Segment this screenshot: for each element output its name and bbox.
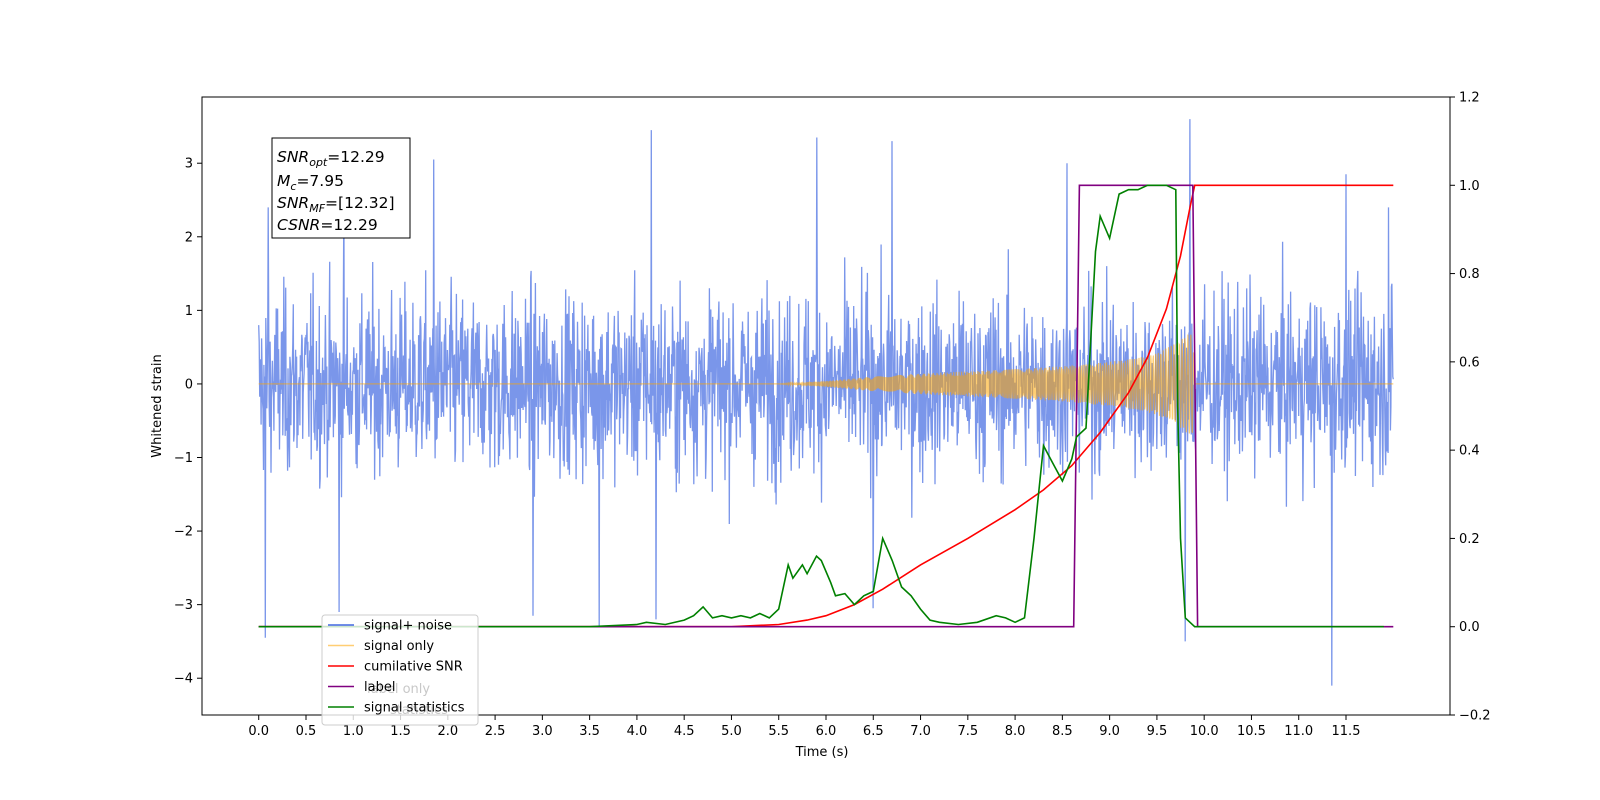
legend-frame — [321, 614, 479, 726]
legend-hidden-text-1: label only — [367, 682, 430, 697]
annotation-csnr: CSNR=12.29 — [277, 216, 378, 234]
x-tick-label: 6.0 — [816, 724, 837, 739]
legend-label: signal+ noise — [364, 619, 452, 634]
y-tick-label: 2 — [185, 230, 193, 245]
signal-only-series — [258, 334, 1394, 434]
y-right-tick-label: 0.8 — [1459, 267, 1480, 282]
series-layer — [258, 119, 1394, 686]
signal-noise-series — [258, 119, 1394, 686]
y-right-tick-label: 1.0 — [1459, 179, 1480, 194]
y-axis-left-ticks: 3 2 1 0 −1 −2 −3 −4 — [174, 157, 202, 687]
y-right-tick-label: −0.2 — [1459, 709, 1491, 724]
x-tick-label: 11.5 — [1332, 724, 1361, 739]
x-tick-label: 9.0 — [1099, 724, 1120, 739]
y-tick-label: 3 — [185, 157, 193, 172]
y-right-tick-label: 0.0 — [1459, 620, 1480, 635]
x-tick-label: 7.5 — [957, 724, 978, 739]
y-tick-label: −2 — [174, 525, 193, 540]
x-tick-label: 4.0 — [627, 724, 648, 739]
x-tick-label: 10.5 — [1237, 724, 1266, 739]
y-right-tick-label: 0.2 — [1459, 532, 1480, 547]
x-tick-label: 8.5 — [1052, 724, 1073, 739]
legend: label only statistics signal+ noisesigna… — [321, 614, 479, 726]
legend-label: label — [364, 680, 395, 695]
annotation-snr-opt: SNRopt=12.29 — [277, 148, 385, 169]
y-tick-label: 1 — [185, 304, 193, 319]
signal-statistics-series — [258, 184, 1384, 628]
y-tick-label: 0 — [185, 377, 193, 392]
x-tick-label: 4.5 — [674, 724, 695, 739]
x-tick-label: 1.0 — [343, 724, 364, 739]
cumilative-snr-series — [258, 184, 1394, 628]
y-axis-label: Whitened strain — [150, 354, 165, 457]
annotation-frame — [271, 137, 411, 239]
x-tick-label: 7.0 — [910, 724, 931, 739]
legend-label: signal statistics — [364, 701, 465, 716]
x-tick-label: 2.0 — [437, 724, 458, 739]
y-tick-label: −3 — [174, 598, 193, 613]
x-tick-label: 1.5 — [390, 724, 411, 739]
x-tick-label: 9.5 — [1147, 724, 1168, 739]
x-tick-label: 6.5 — [863, 724, 884, 739]
legend-label: signal only — [364, 639, 434, 654]
x-tick-label: 0.5 — [296, 724, 317, 739]
x-tick-label: 0.0 — [248, 724, 269, 739]
x-tick-label: 8.0 — [1005, 724, 1026, 739]
x-axis-label: Time (s) — [795, 745, 849, 760]
legend-entries: signal+ noise signal only cumilative SNR la… — [328, 619, 465, 716]
x-tick-label: 5.5 — [768, 724, 789, 739]
x-tick-label: 3.0 — [532, 724, 553, 739]
y-axis-right-ticks: 1.2 1.0 0.8 0.6 0.4 0.2 0.0 −0.2 — [1450, 91, 1491, 724]
annotation-mc: Mc=7.95 — [277, 172, 344, 193]
x-axis-ticks: 0.0 0.5 1.0 1.5 2.0 2.5 3.0 3.5 4.0 4.5 5.0 5.5 6.0 6… — [248, 715, 1360, 739]
legend-hidden-text-2: statistics — [390, 703, 448, 718]
x-tick-label: 3.5 — [579, 724, 600, 739]
y-right-tick-label: 0.4 — [1459, 444, 1480, 459]
x-tick-label: 11.0 — [1284, 724, 1313, 739]
y-right-tick-label: 0.6 — [1459, 355, 1480, 370]
x-tick-label: 10.0 — [1190, 724, 1219, 739]
y-right-tick-label: 1.2 — [1459, 91, 1480, 106]
y-tick-label: −1 — [174, 451, 193, 466]
y-tick-label: −4 — [174, 672, 193, 687]
annotation-box: SNRopt=12.29 Mc=7.95 SNRMF=[12.32] CSNR=… — [271, 137, 411, 239]
x-tick-label: 5.0 — [721, 724, 742, 739]
annotation-snr-mf: SNRMF=[12.32] — [277, 194, 395, 215]
legend-label: cumilative SNR — [364, 660, 463, 675]
x-tick-label: 2.5 — [485, 724, 506, 739]
